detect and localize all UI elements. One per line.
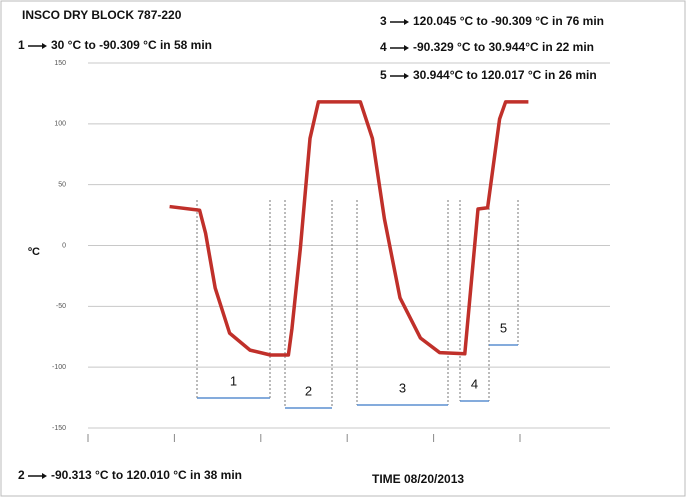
segment-number: 2	[305, 383, 312, 398]
annotation-text: 30 °C to -90.309 °C in 58 min	[51, 38, 212, 52]
annotation-number: 1	[18, 38, 25, 52]
y-tick-label: -150	[52, 425, 66, 432]
y-tick-label: -100	[52, 364, 66, 371]
annotation-number: 5	[380, 68, 387, 82]
annotation-text: -90.329 °C to 30.944°C in 22 min	[413, 40, 594, 54]
segment-number: 5	[500, 320, 507, 335]
annotation-number: 3	[380, 14, 387, 28]
y-tick-label: -50	[56, 303, 66, 310]
temperature-line	[169, 100, 529, 357]
segment-number: 3	[399, 380, 406, 395]
y-tick-label: 150	[54, 60, 66, 67]
x-axis-label: TIME 08/20/2013	[372, 472, 464, 486]
annotation-number: 2	[18, 468, 25, 482]
annotation-arrowhead	[404, 19, 409, 25]
annotation-arrowhead	[42, 43, 47, 49]
annotation-arrowhead	[404, 45, 409, 51]
annotation-text: 30.944°C to 120.017 °C in 26 min	[413, 68, 597, 82]
y-tick-label: 100	[54, 121, 66, 128]
annotation-arrowhead	[42, 473, 47, 479]
segment-number: 1	[230, 373, 237, 388]
y-tick-label: 0	[62, 242, 66, 249]
chart-title: INSCO DRY BLOCK 787-220	[22, 8, 182, 22]
segment-number: 4	[471, 376, 478, 391]
annotation-text: 120.045 °C to -90.309 °C in 76 min	[413, 14, 604, 28]
annotation-number: 4	[380, 40, 387, 54]
y-tick-label: 50	[58, 182, 66, 189]
annotation-arrowhead	[404, 73, 409, 79]
annotation-text: -90.313 °C to 120.010 °C in 38 min	[51, 468, 242, 482]
y-axis-label: ºC	[28, 246, 40, 258]
